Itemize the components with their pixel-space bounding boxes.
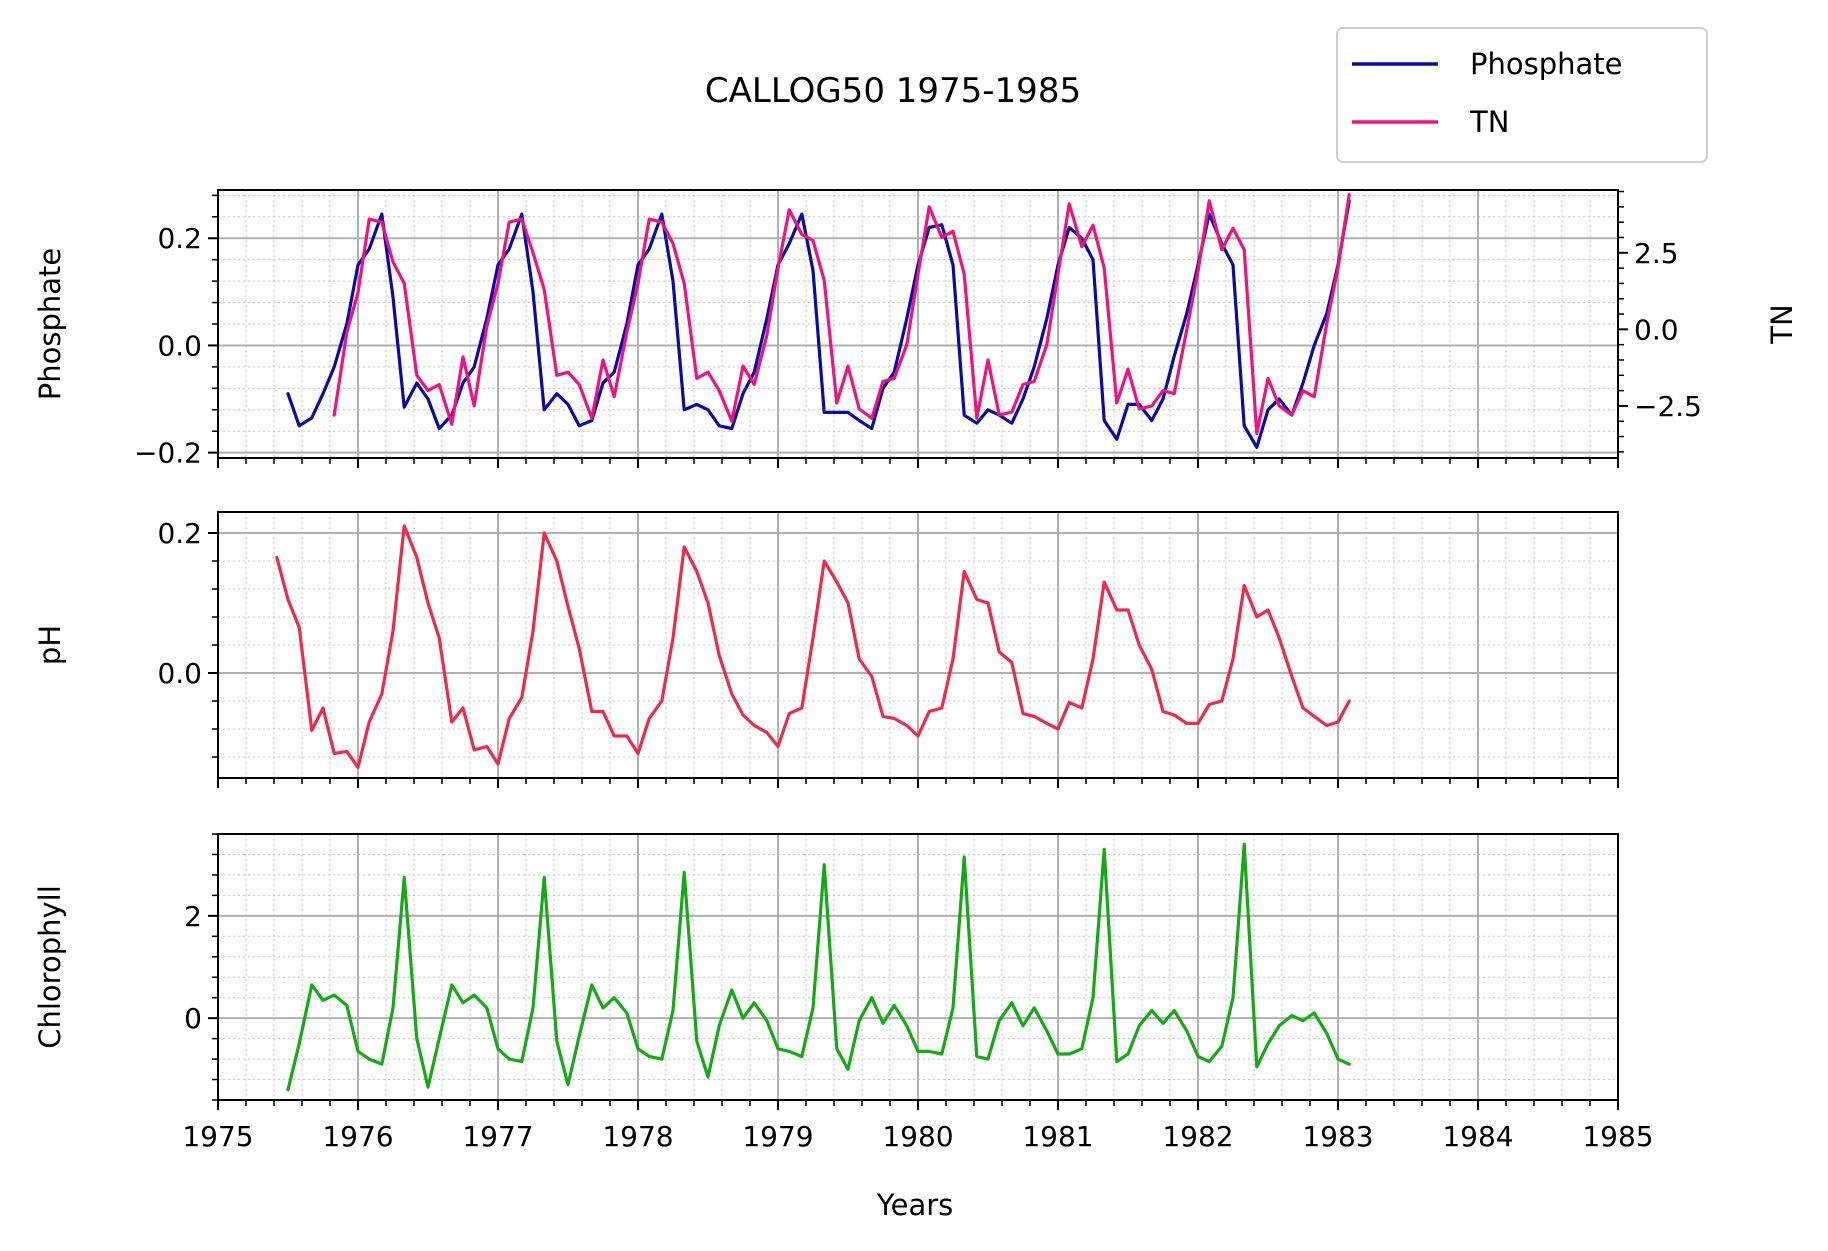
x-tick-label: 1981 bbox=[1022, 1120, 1093, 1153]
y-tick-label: −0.2 bbox=[134, 437, 202, 470]
x-tick-label: 1979 bbox=[742, 1120, 813, 1153]
y-tick-label-right: −2.5 bbox=[1634, 390, 1702, 423]
x-tick-label: 1978 bbox=[602, 1120, 673, 1153]
legend-box bbox=[1336, 27, 1708, 163]
series-line-ph bbox=[275, 524, 1351, 770]
plot-frame bbox=[217, 189, 1619, 459]
panel-3: 1975 1976 1977 1978 1979 1980 1981 1982 1983 1984… bbox=[33, 833, 1654, 1153]
y-axis-title-right: TN bbox=[1765, 304, 1799, 344]
x-axis-title: Years bbox=[876, 1188, 954, 1222]
series-line-tn bbox=[332, 193, 1351, 436]
x-tick-label: 1977 bbox=[462, 1120, 533, 1153]
panel-2: 0.2 0.0 pH bbox=[33, 511, 1619, 788]
x-tick-label: 1975 bbox=[182, 1120, 253, 1153]
series-line-chlorophyll bbox=[286, 842, 1351, 1092]
x-tick-label: 1984 bbox=[1442, 1120, 1513, 1153]
legend: Phosphate TN bbox=[1336, 27, 1708, 163]
x-tick-label: 1980 bbox=[882, 1120, 953, 1153]
y-axis-title: Chlorophyll bbox=[33, 885, 67, 1049]
x-tick-label: 1985 bbox=[1582, 1120, 1653, 1153]
legend-label: TN bbox=[1469, 105, 1509, 139]
y-axis-title: Phosphate bbox=[33, 248, 67, 401]
y-axis-title: pH bbox=[33, 625, 67, 665]
x-tick-label: 1976 bbox=[322, 1120, 393, 1153]
plot-frame bbox=[217, 833, 1619, 1101]
chart-panels: 0.2 0.0 −0.2 2.5 0.0 −2.5 TN Phosphate 0.2 0.0 pH 1… bbox=[33, 189, 1799, 1153]
panel-1: 0.2 0.0 −0.2 2.5 0.0 −2.5 TN Phosphate bbox=[33, 189, 1799, 470]
y-tick-label: 0 bbox=[184, 1002, 202, 1035]
x-tick-label: 1982 bbox=[1162, 1120, 1233, 1153]
series-line-phosphate bbox=[286, 199, 1351, 449]
chart-title: CALLOG50 1975-1985 bbox=[705, 71, 1081, 111]
y-tick-label: 0.2 bbox=[157, 517, 202, 550]
y-tick-label-right: 0.0 bbox=[1634, 313, 1679, 346]
y-tick-label: 0.0 bbox=[157, 329, 202, 362]
legend-label: Phosphate bbox=[1470, 47, 1623, 81]
y-tick-label-right: 2.5 bbox=[1634, 237, 1679, 270]
y-tick-label: 0.2 bbox=[157, 222, 202, 255]
y-tick-label: 2 bbox=[184, 900, 202, 933]
plot-frame bbox=[217, 511, 1619, 779]
y-tick-label: 0.0 bbox=[157, 657, 202, 690]
x-tick-label: 1983 bbox=[1302, 1120, 1373, 1153]
